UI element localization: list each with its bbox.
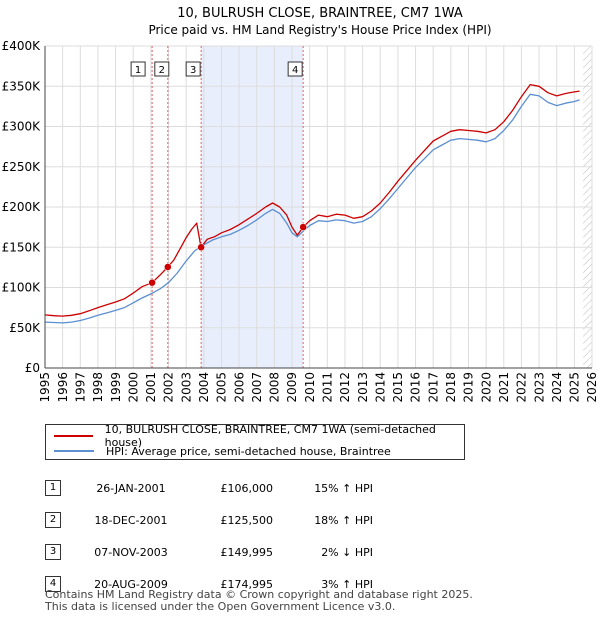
x-tick-label: 2006 — [232, 372, 246, 403]
sale-point — [164, 263, 172, 271]
sale-date: 26-JAN-2001 — [96, 481, 166, 495]
sale-number-label: 3 — [190, 65, 196, 76]
y-tick-label: £250K — [2, 160, 42, 174]
legend-swatch-hpi — [54, 450, 94, 452]
x-tick-label: 2011 — [321, 372, 335, 403]
x-tick-label: 2018 — [444, 372, 458, 403]
legend-label-hpi: HPI: Average price, semi-detached house,… — [106, 444, 391, 458]
sale-number-label: 1 — [135, 65, 141, 76]
x-tick-label: 2009 — [285, 372, 299, 403]
x-tick-label: 1996 — [56, 372, 70, 403]
table-row: 2 18-DEC-2001 £125,500 18% ↑ HPI — [45, 504, 373, 536]
sale-price: £174,995 — [220, 577, 274, 591]
table-row: 4 20-AUG-2009 £174,995 3% ↑ HPI — [45, 568, 373, 600]
x-tick-label: 2000 — [126, 372, 140, 403]
x-tick-label: 2013 — [356, 372, 370, 403]
y-tick-label: £50K — [9, 321, 41, 335]
y-tick-label: £350K — [2, 79, 42, 93]
x-tick-label: 2001 — [144, 372, 158, 403]
x-tick-label: 2002 — [162, 372, 176, 403]
x-tick-label: 2012 — [338, 372, 352, 403]
x-tick-label: 2014 — [373, 372, 387, 403]
footer-line-licence: This data is licensed under the Open Gov… — [45, 600, 396, 613]
attribution-footer: Contains HM Land Registry data © Crown c… — [45, 589, 473, 613]
sale-number-label: 4 — [292, 65, 298, 76]
y-tick-label: £150K — [2, 240, 42, 254]
x-tick-label: 2021 — [497, 372, 511, 403]
footer-line-copyright: Contains HM Land Registry data © Crown c… — [45, 588, 473, 601]
x-tick-label: 2023 — [532, 372, 546, 403]
sale-number-box — [130, 61, 146, 77]
legend-label-property: 10, BULRUSH CLOSE, BRAINTREE, CM7 1WA (s… — [104, 423, 436, 449]
sale-date: 07-NOV-2003 — [94, 545, 168, 559]
x-tick-label: 2020 — [479, 372, 493, 403]
sale-point — [299, 223, 307, 231]
price-chart: 10, BULRUSH CLOSE, BRAINTREE, CM7 1WA Pr… — [2, 6, 600, 403]
table-row: 3 07-NOV-2003 £149,995 2% ↓ HPI — [45, 536, 373, 568]
y-tick-label: £300K — [2, 120, 42, 134]
x-tick-label: 2005 — [215, 372, 229, 403]
chart-legend: 10, BULRUSH CLOSE, BRAINTREE, CM7 1WA (s… — [45, 423, 465, 460]
sale-hpi-change: 15% ↑ HPI — [314, 481, 373, 495]
sale-hpi-change: 18% ↑ HPI — [314, 513, 373, 527]
x-tick-label: 2007 — [250, 372, 264, 403]
x-tick-label: 1997 — [73, 372, 87, 403]
x-tick-label: 1995 — [38, 372, 52, 403]
sale-price: £149,995 — [220, 545, 274, 559]
sale-date: 18-DEC-2001 — [94, 513, 168, 527]
x-tick-label: 2022 — [515, 372, 529, 403]
x-tick-label: 2010 — [303, 372, 317, 403]
x-tick-label: 2016 — [409, 372, 423, 403]
sale-hpi-change: 2% ↓ HPI — [321, 545, 373, 559]
x-tick-label: 2026 — [585, 372, 599, 403]
chart-title: 10, BULRUSH CLOSE, BRAINTREE, CM7 1WA — [177, 6, 463, 21]
sale-number-badge: 1 — [45, 480, 61, 496]
x-tick-label: 2025 — [568, 372, 582, 403]
legend-item-property: 10, BULRUSH CLOSE, BRAINTREE, CM7 1WA (s… — [54, 423, 464, 449]
x-tick-label: 2019 — [462, 372, 476, 403]
x-tick-label: 2004 — [197, 372, 211, 403]
sale-price: £106,000 — [220, 481, 274, 495]
x-tick-label: 1999 — [109, 372, 123, 403]
sale-number-box — [185, 61, 201, 77]
sale-hpi-change: 3% ↑ HPI — [321, 577, 373, 591]
chart-subtitle: Price paid vs. HM Land Registry's House … — [148, 23, 491, 37]
sale-point — [148, 278, 156, 287]
sale-number-box — [154, 61, 170, 77]
x-tick-label: 1998 — [91, 372, 105, 403]
y-tick-label: £200K — [2, 200, 42, 214]
x-tick-label: 2015 — [391, 372, 405, 403]
x-tick-label: 2024 — [550, 372, 564, 403]
y-tick-label: £400K — [2, 39, 42, 53]
sale-number-badge: 3 — [45, 544, 61, 560]
legend-item-hpi: HPI: Average price, semi-detached house,… — [54, 444, 391, 458]
sale-number-badge: 2 — [45, 512, 61, 528]
transactions-table: 1 26-JAN-2001 £106,000 15% ↑ HPI 2 18-DE… — [45, 472, 373, 600]
sale-point — [197, 243, 205, 252]
x-tick-label: 2017 — [426, 372, 440, 403]
table-row: 1 26-JAN-2001 £106,000 15% ↑ HPI — [45, 472, 373, 504]
property-price-line — [44, 83, 580, 317]
x-tick-label: 2003 — [179, 372, 193, 403]
sale-number-label: 2 — [159, 65, 165, 76]
sale-number-badge: 4 — [45, 576, 61, 592]
sale-number-box — [287, 61, 303, 77]
sale-price: £125,500 — [220, 513, 274, 527]
sale-date: 20-AUG-2009 — [94, 577, 168, 591]
legend-swatch-property — [54, 435, 93, 437]
y-tick-label: £0 — [25, 361, 40, 375]
y-tick-label: £100K — [2, 281, 42, 295]
x-tick-label: 2008 — [268, 372, 282, 403]
